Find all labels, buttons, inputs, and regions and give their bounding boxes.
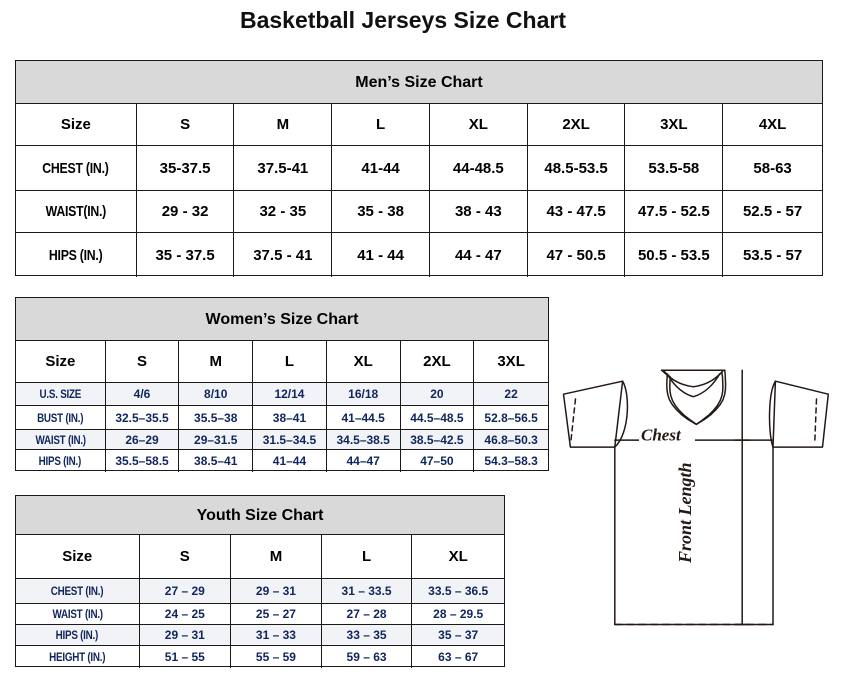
svg-text:Chest: Chest: [641, 426, 682, 445]
svg-text:Front Length: Front Length: [675, 462, 695, 564]
